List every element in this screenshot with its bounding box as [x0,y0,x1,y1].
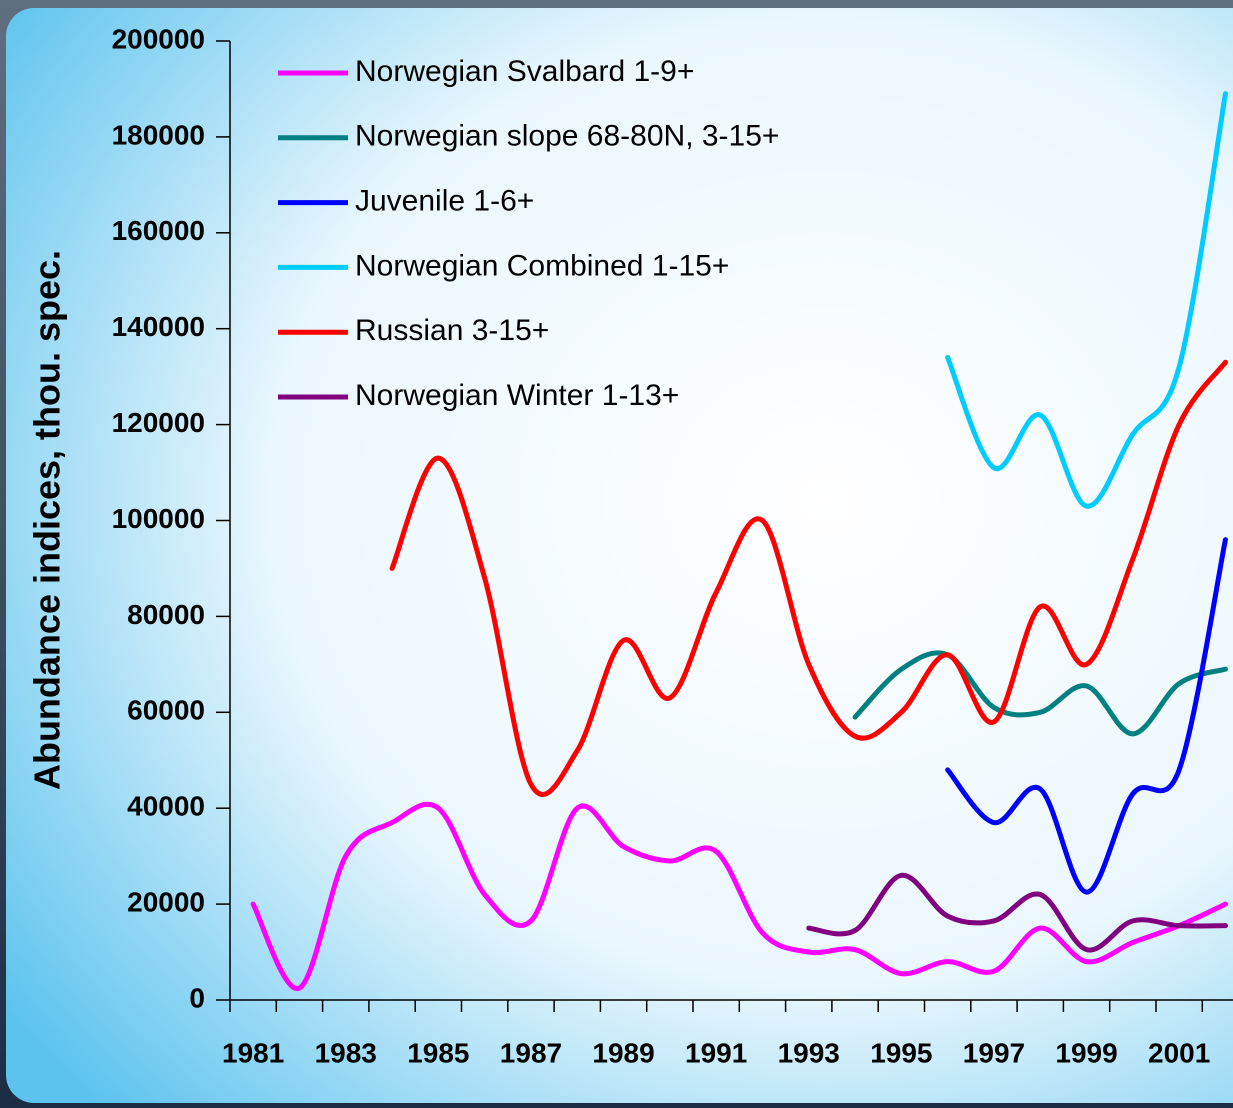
y-tick-label: 100000 [112,503,205,534]
y-axis-title: Abundance indices, thou. spec. [27,250,68,790]
series-line [806,872,1228,953]
y-tick-label: 60000 [127,695,205,726]
x-tick-label: 1983 [315,1037,377,1068]
legend-label: Juvenile 1-6+ [355,185,534,218]
x-tick-label: 2001 [1148,1037,1210,1068]
series-line [852,650,1228,737]
x-tick-label: 1989 [592,1037,654,1068]
x-tick-label: 1999 [1055,1037,1117,1068]
y-tick-label: 0 [189,982,205,1013]
legend-label: Norwegian Combined 1-15+ [355,249,729,282]
x-tick-label: 1993 [778,1037,840,1068]
x-tick-label: 1985 [407,1037,469,1068]
legend-label: Norwegian Winter 1-13+ [355,379,679,412]
x-tick-label: 1995 [870,1037,932,1068]
panel [6,8,1233,1103]
y-tick-label: 160000 [112,215,205,246]
legend-label: Russian 3-15+ [355,314,549,347]
y-tick-label: 140000 [112,311,205,342]
y-tick-label: 80000 [127,599,205,630]
y-tick-label: 200000 [112,23,205,54]
series-line [389,359,1228,797]
series-line [250,801,1228,991]
legend-label: Norwegian slope 68-80N, 3-15+ [355,120,779,153]
x-tick-label: 1997 [963,1037,1025,1068]
y-tick-label: 20000 [127,886,205,917]
legend-label: Norwegian Svalbard 1-9+ [355,55,694,88]
y-tick-label: 180000 [112,119,205,150]
series-line [945,91,1228,509]
x-tick-label: 1991 [685,1037,747,1068]
y-tick-label: 40000 [127,791,205,822]
x-tick-label: 1981 [222,1037,284,1068]
x-tick-label: 1987 [500,1037,562,1068]
series-line [945,537,1228,895]
y-tick-label: 120000 [112,407,205,438]
